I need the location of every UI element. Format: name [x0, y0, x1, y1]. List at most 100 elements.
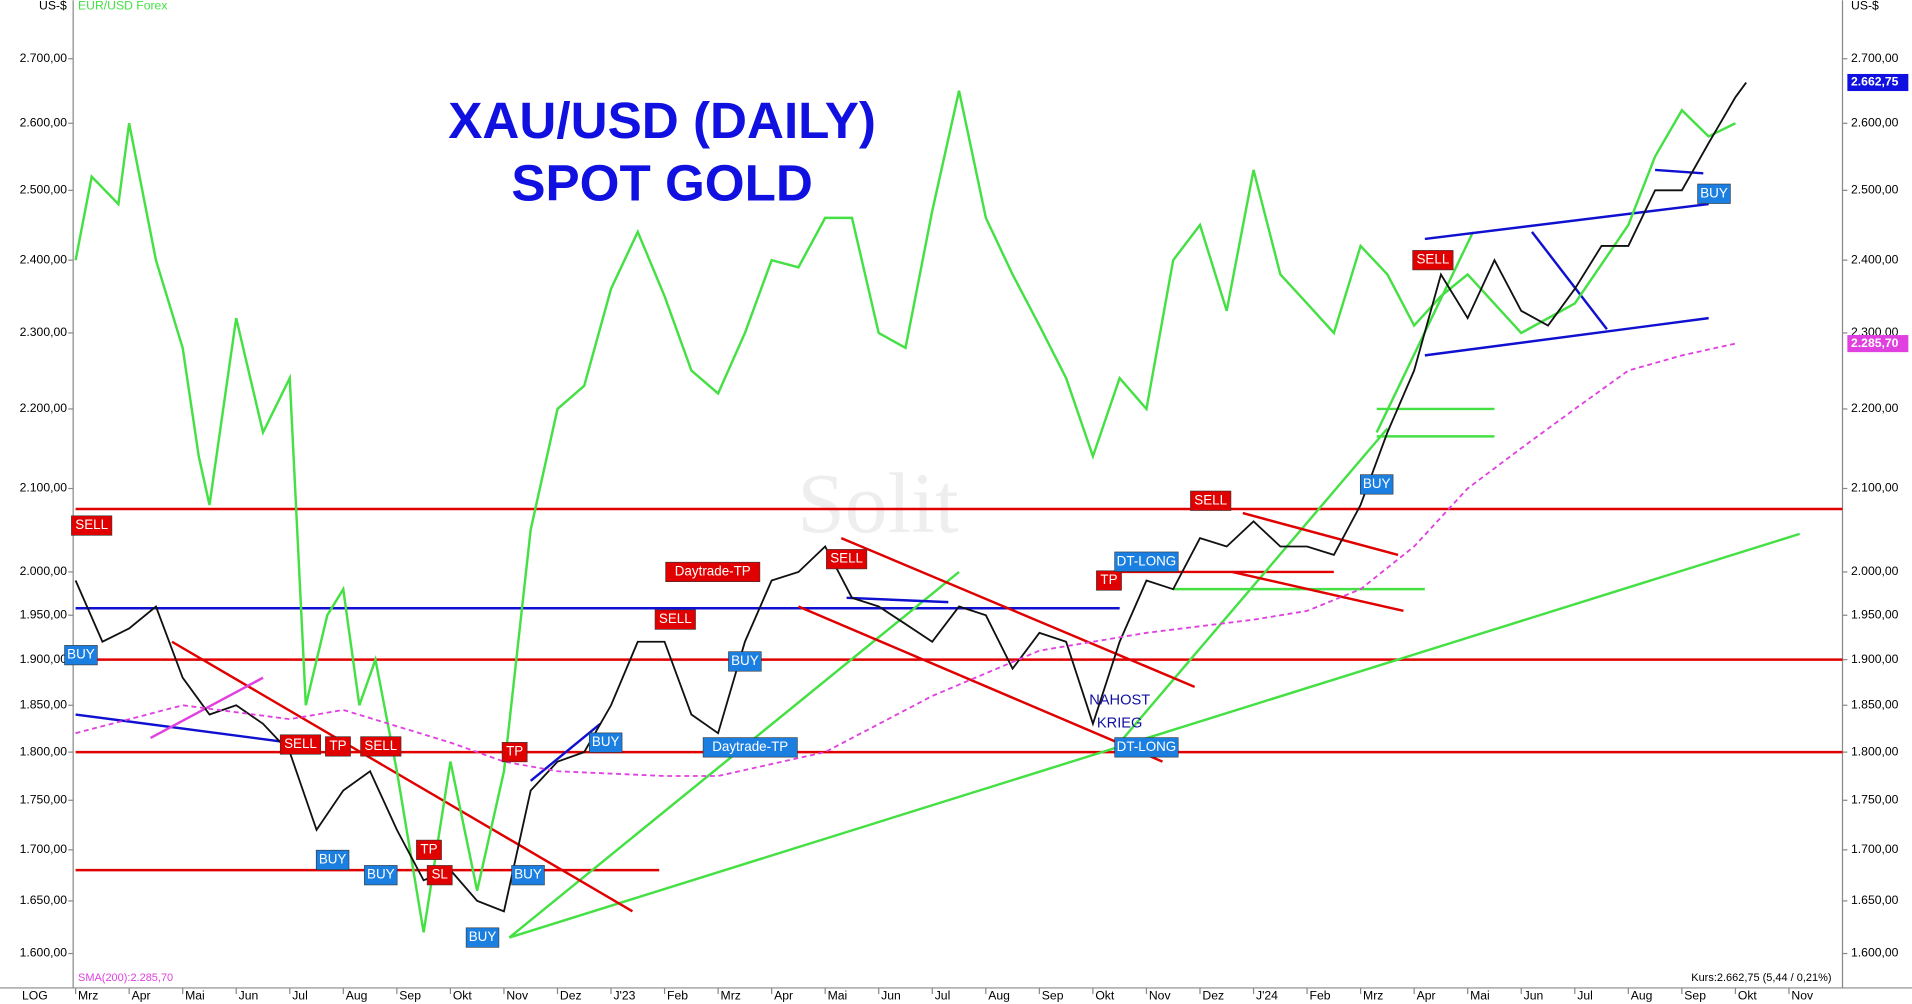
signal-box — [1114, 737, 1179, 758]
x-tick-label: Jun — [1524, 989, 1544, 1003]
x-tick-label: Okt — [453, 989, 473, 1003]
signal-box — [588, 732, 623, 753]
signal-box — [71, 515, 113, 536]
x-tick-label: Mai — [1470, 989, 1490, 1003]
signal-box — [325, 736, 351, 757]
x-tick-label: J'23 — [613, 989, 635, 1003]
y-tick-label: 1.850,00 — [20, 697, 68, 711]
chart-title: XAU/USD (DAILY) — [448, 92, 876, 149]
signal-box — [665, 561, 761, 582]
trend-line — [1530, 231, 1608, 330]
signal-box — [1697, 183, 1731, 204]
y-tick-label-right: 1.750,00 — [1851, 793, 1899, 807]
y-tick-label-right: 2.000,00 — [1851, 564, 1899, 578]
y-tick-label: 1.900,00 — [20, 652, 68, 666]
x-tick-label: Jul — [1577, 989, 1593, 1003]
x-tick-label: Jun — [239, 989, 259, 1003]
signal-box — [465, 927, 500, 948]
y-tick-label-right: 1.600,00 — [1851, 946, 1899, 960]
signal-box — [416, 839, 442, 860]
x-tick-label: Jul — [935, 989, 951, 1003]
trend-line — [1424, 316, 1709, 357]
trend-line — [149, 676, 264, 739]
last-price-box — [1847, 73, 1909, 92]
y-tick-label: 2.300,00 — [20, 325, 68, 339]
trend-line — [1655, 168, 1704, 175]
x-tick-label: Mai — [828, 989, 848, 1003]
x-tick-label: Nov — [506, 989, 529, 1003]
x-tick-label: Feb — [1310, 989, 1331, 1003]
quote: Kurs:2.662,75 (5,44 / 0,21%) — [1691, 972, 1831, 984]
signal-box — [826, 549, 868, 570]
signal-label: TP — [329, 738, 346, 753]
watermark: Solit — [797, 457, 959, 551]
x-tick-label: Sep — [1042, 989, 1064, 1003]
signal-label: SELL — [830, 551, 863, 566]
signal-label: SELL — [75, 517, 108, 532]
x-tick-label: Apr — [1417, 989, 1436, 1003]
signal-box — [1096, 570, 1122, 591]
y-unit-right: US-$ — [1851, 0, 1879, 13]
signal-label: SELL — [659, 611, 692, 626]
x-tick-label: Mrz — [1363, 989, 1383, 1003]
series-line — [74, 90, 1736, 933]
y-tick-label-right: 1.850,00 — [1851, 697, 1899, 711]
signal-box — [1412, 250, 1454, 271]
signal-box — [501, 742, 528, 763]
signal-box — [702, 737, 798, 758]
chart-subtitle: SPOT GOLD — [511, 154, 813, 211]
x-tick-label: Sep — [1684, 989, 1706, 1003]
sma-last-box — [1847, 335, 1909, 353]
x-tick-label: Mrz — [721, 989, 741, 1003]
y-tick-label-right: 2.200,00 — [1851, 401, 1899, 415]
x-tick-label: Apr — [774, 989, 793, 1003]
signal-label: Daytrade-TP — [712, 739, 788, 754]
signal-box — [654, 609, 696, 630]
signal-label: SL — [431, 867, 448, 882]
trend-line — [75, 713, 290, 744]
y-tick-label-right: 1.900,00 — [1851, 652, 1899, 666]
signal-label: BUY — [1700, 185, 1728, 200]
signal-label: BUY — [514, 867, 542, 882]
signal-box — [315, 849, 350, 871]
signal-box — [360, 736, 402, 757]
signal-box — [64, 645, 98, 666]
x-tick-label: Mrz — [78, 989, 98, 1003]
signal-box — [511, 865, 545, 886]
x-tick-label: J'24 — [1256, 989, 1278, 1003]
overlay-label: EUR/USD Forex — [78, 0, 167, 13]
signal-label: BUY — [592, 734, 620, 749]
x-tick-label: Feb — [667, 989, 688, 1003]
trend-line — [797, 605, 1163, 763]
signal-label: Daytrade-TP — [675, 563, 751, 578]
x-tick-label: Dez — [1202, 989, 1224, 1003]
note: KRIEG — [1097, 716, 1143, 732]
scale-label: LOG — [22, 989, 48, 1003]
y-tick-label: 1.950,00 — [20, 607, 68, 621]
x-tick-label: Sep — [399, 989, 421, 1003]
y-unit: US-$ — [39, 0, 67, 13]
legend-entry: SMA(200):2.285,70 — [78, 972, 173, 984]
x-tick-label: Jul — [292, 989, 308, 1003]
signal-label: BUY — [67, 647, 95, 662]
last-price-label: 2.662,75 — [1851, 75, 1899, 89]
signal-label: DT-LONG — [1117, 553, 1177, 568]
trend-line — [1231, 570, 1404, 613]
trend-line — [1242, 511, 1399, 557]
y-tick-label-right: 1.650,00 — [1851, 893, 1899, 907]
x-tick-label: Okt — [1095, 989, 1115, 1003]
signal-box — [426, 865, 453, 886]
x-tick-label: Apr — [132, 989, 151, 1003]
x-tick-label: Jun — [881, 989, 901, 1003]
y-tick-label: 1.600,00 — [20, 946, 68, 960]
signal-label: SELL — [1416, 252, 1449, 267]
signal-label: TP — [506, 744, 523, 759]
trend-line — [840, 536, 1196, 688]
y-tick-label-right: 1.800,00 — [1851, 744, 1899, 758]
signal-label: SELL — [364, 738, 397, 753]
trend-line — [529, 722, 602, 782]
y-tick-label: 1.800,00 — [20, 744, 68, 758]
y-tick-label-right: 2.600,00 — [1851, 116, 1899, 130]
